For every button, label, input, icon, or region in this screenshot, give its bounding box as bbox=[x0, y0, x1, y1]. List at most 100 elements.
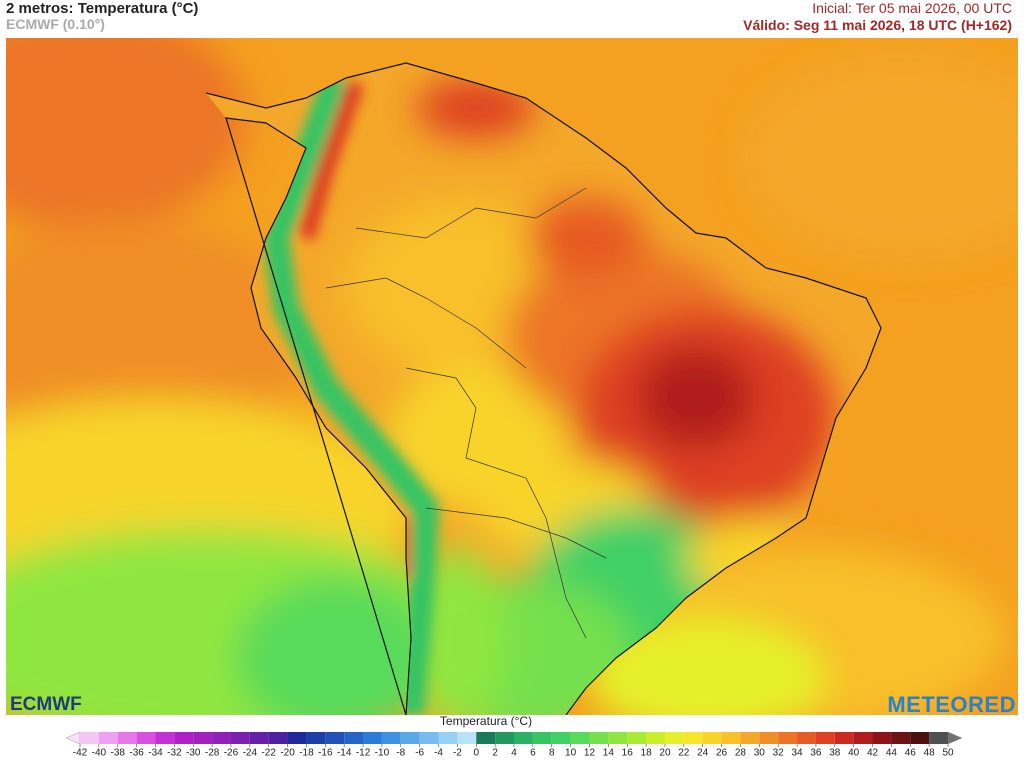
tick-label: -24 bbox=[243, 748, 258, 759]
color-cell bbox=[117, 732, 137, 744]
color-cell bbox=[306, 732, 326, 744]
color-cell bbox=[438, 732, 458, 744]
color-cell bbox=[834, 732, 854, 744]
tick-label: 40 bbox=[848, 748, 860, 759]
model-name: ECMWF (0.10°) bbox=[6, 16, 105, 32]
tick-label: 38 bbox=[829, 748, 841, 759]
color-cell bbox=[551, 732, 571, 744]
color-cell bbox=[646, 732, 665, 744]
color-cell bbox=[419, 732, 439, 744]
tick-label: 12 bbox=[584, 748, 596, 759]
tick-label: -36 bbox=[129, 748, 144, 759]
color-cell bbox=[325, 732, 345, 744]
tick-label: -28 bbox=[205, 748, 220, 759]
tick-label: 10 bbox=[565, 748, 577, 759]
color-cell bbox=[759, 732, 779, 744]
color-cell bbox=[457, 732, 477, 744]
colorbar-arrow-right bbox=[947, 731, 963, 745]
tick-label: -32 bbox=[167, 748, 182, 759]
color-cell bbox=[136, 732, 156, 744]
colorbar: Temperatura (°C) -42 -40 -38 -36 -34 -32 -30 -2… bbox=[65, 714, 963, 759]
color-cell bbox=[702, 732, 722, 744]
tick-label: -22 bbox=[261, 748, 276, 759]
tick-label: 34 bbox=[791, 748, 803, 759]
tick-label: 28 bbox=[735, 748, 747, 759]
colorbar-arrow-left bbox=[65, 731, 81, 745]
meteored-logo: METEORED bbox=[887, 692, 1016, 717]
color-cell bbox=[80, 732, 99, 744]
temperature-map bbox=[6, 38, 1018, 715]
color-cell bbox=[929, 732, 948, 744]
color-cell bbox=[363, 732, 382, 744]
color-cell bbox=[627, 732, 647, 744]
tick-label: 36 bbox=[810, 748, 822, 759]
color-cell bbox=[608, 732, 628, 744]
color-cell bbox=[797, 732, 816, 744]
ecmwf-logo: ECMWF bbox=[10, 694, 82, 715]
color-cell bbox=[174, 732, 194, 744]
color-cell bbox=[872, 732, 892, 744]
tick-label: 30 bbox=[754, 748, 766, 759]
tick-label: -14 bbox=[337, 748, 352, 759]
tick-label: -2 bbox=[453, 748, 462, 759]
tick-label: -18 bbox=[299, 748, 314, 759]
color-cell bbox=[381, 732, 401, 744]
color-cell bbox=[193, 732, 213, 744]
color-cell bbox=[532, 732, 552, 744]
tick-label: 4 bbox=[511, 748, 517, 759]
color-cell bbox=[400, 732, 420, 744]
tick-label: -8 bbox=[396, 748, 405, 759]
tick-label: 48 bbox=[924, 748, 936, 759]
tick-label: 0 bbox=[473, 748, 479, 759]
init-time: Inicial: Ter 05 mai 2026, 00 UTC bbox=[812, 0, 1012, 16]
tick-label: 42 bbox=[867, 748, 879, 759]
tick-label: -4 bbox=[434, 748, 443, 759]
map-title: 2 metros: Temperatura (°C) bbox=[6, 0, 199, 17]
color-cell bbox=[98, 732, 118, 744]
color-cell bbox=[891, 732, 911, 744]
color-cell bbox=[778, 732, 798, 744]
color-cell bbox=[287, 732, 307, 744]
color-cell bbox=[212, 732, 231, 744]
tick-label: -10 bbox=[375, 748, 390, 759]
tick-label: -30 bbox=[186, 748, 201, 759]
tick-label: 46 bbox=[905, 748, 917, 759]
color-cell bbox=[589, 732, 609, 744]
tick-label: -42 bbox=[73, 748, 88, 759]
color-cell bbox=[853, 732, 873, 744]
color-cell bbox=[268, 732, 288, 744]
color-cell bbox=[495, 732, 514, 744]
color-cell bbox=[721, 732, 741, 744]
color-cell bbox=[910, 732, 930, 744]
tick-label: 16 bbox=[622, 748, 634, 759]
tick-label: -12 bbox=[356, 748, 371, 759]
ocean-field bbox=[6, 38, 1018, 715]
tick-label: 6 bbox=[530, 748, 536, 759]
color-cell bbox=[514, 732, 533, 744]
tick-label: 2 bbox=[492, 748, 498, 759]
color-cell bbox=[570, 732, 590, 744]
tick-label: 18 bbox=[641, 748, 653, 759]
tick-label: 22 bbox=[678, 748, 690, 759]
tick-label: 44 bbox=[886, 748, 898, 759]
tick-label: 50 bbox=[942, 748, 954, 759]
tick-label: -6 bbox=[415, 748, 424, 759]
tick-label: -34 bbox=[148, 748, 163, 759]
colorbar-title: Temperatura (°C) bbox=[440, 714, 532, 728]
tick-label: 20 bbox=[659, 748, 671, 759]
color-cell bbox=[476, 732, 496, 744]
valid-time: Válido: Seg 11 mai 2026, 18 UTC (H+162) bbox=[743, 17, 1012, 33]
color-cell bbox=[155, 732, 175, 744]
tick-label: -26 bbox=[224, 748, 239, 759]
tick-label: 14 bbox=[603, 748, 615, 759]
tick-label: -16 bbox=[318, 748, 333, 759]
borders bbox=[325, 187, 607, 639]
color-cell bbox=[344, 732, 364, 744]
color-cell bbox=[249, 732, 269, 744]
tick-label: 32 bbox=[773, 748, 785, 759]
tick-label: -38 bbox=[111, 748, 126, 759]
color-cell bbox=[815, 732, 835, 744]
tick-label: 24 bbox=[697, 748, 709, 759]
tick-label: -40 bbox=[92, 748, 107, 759]
